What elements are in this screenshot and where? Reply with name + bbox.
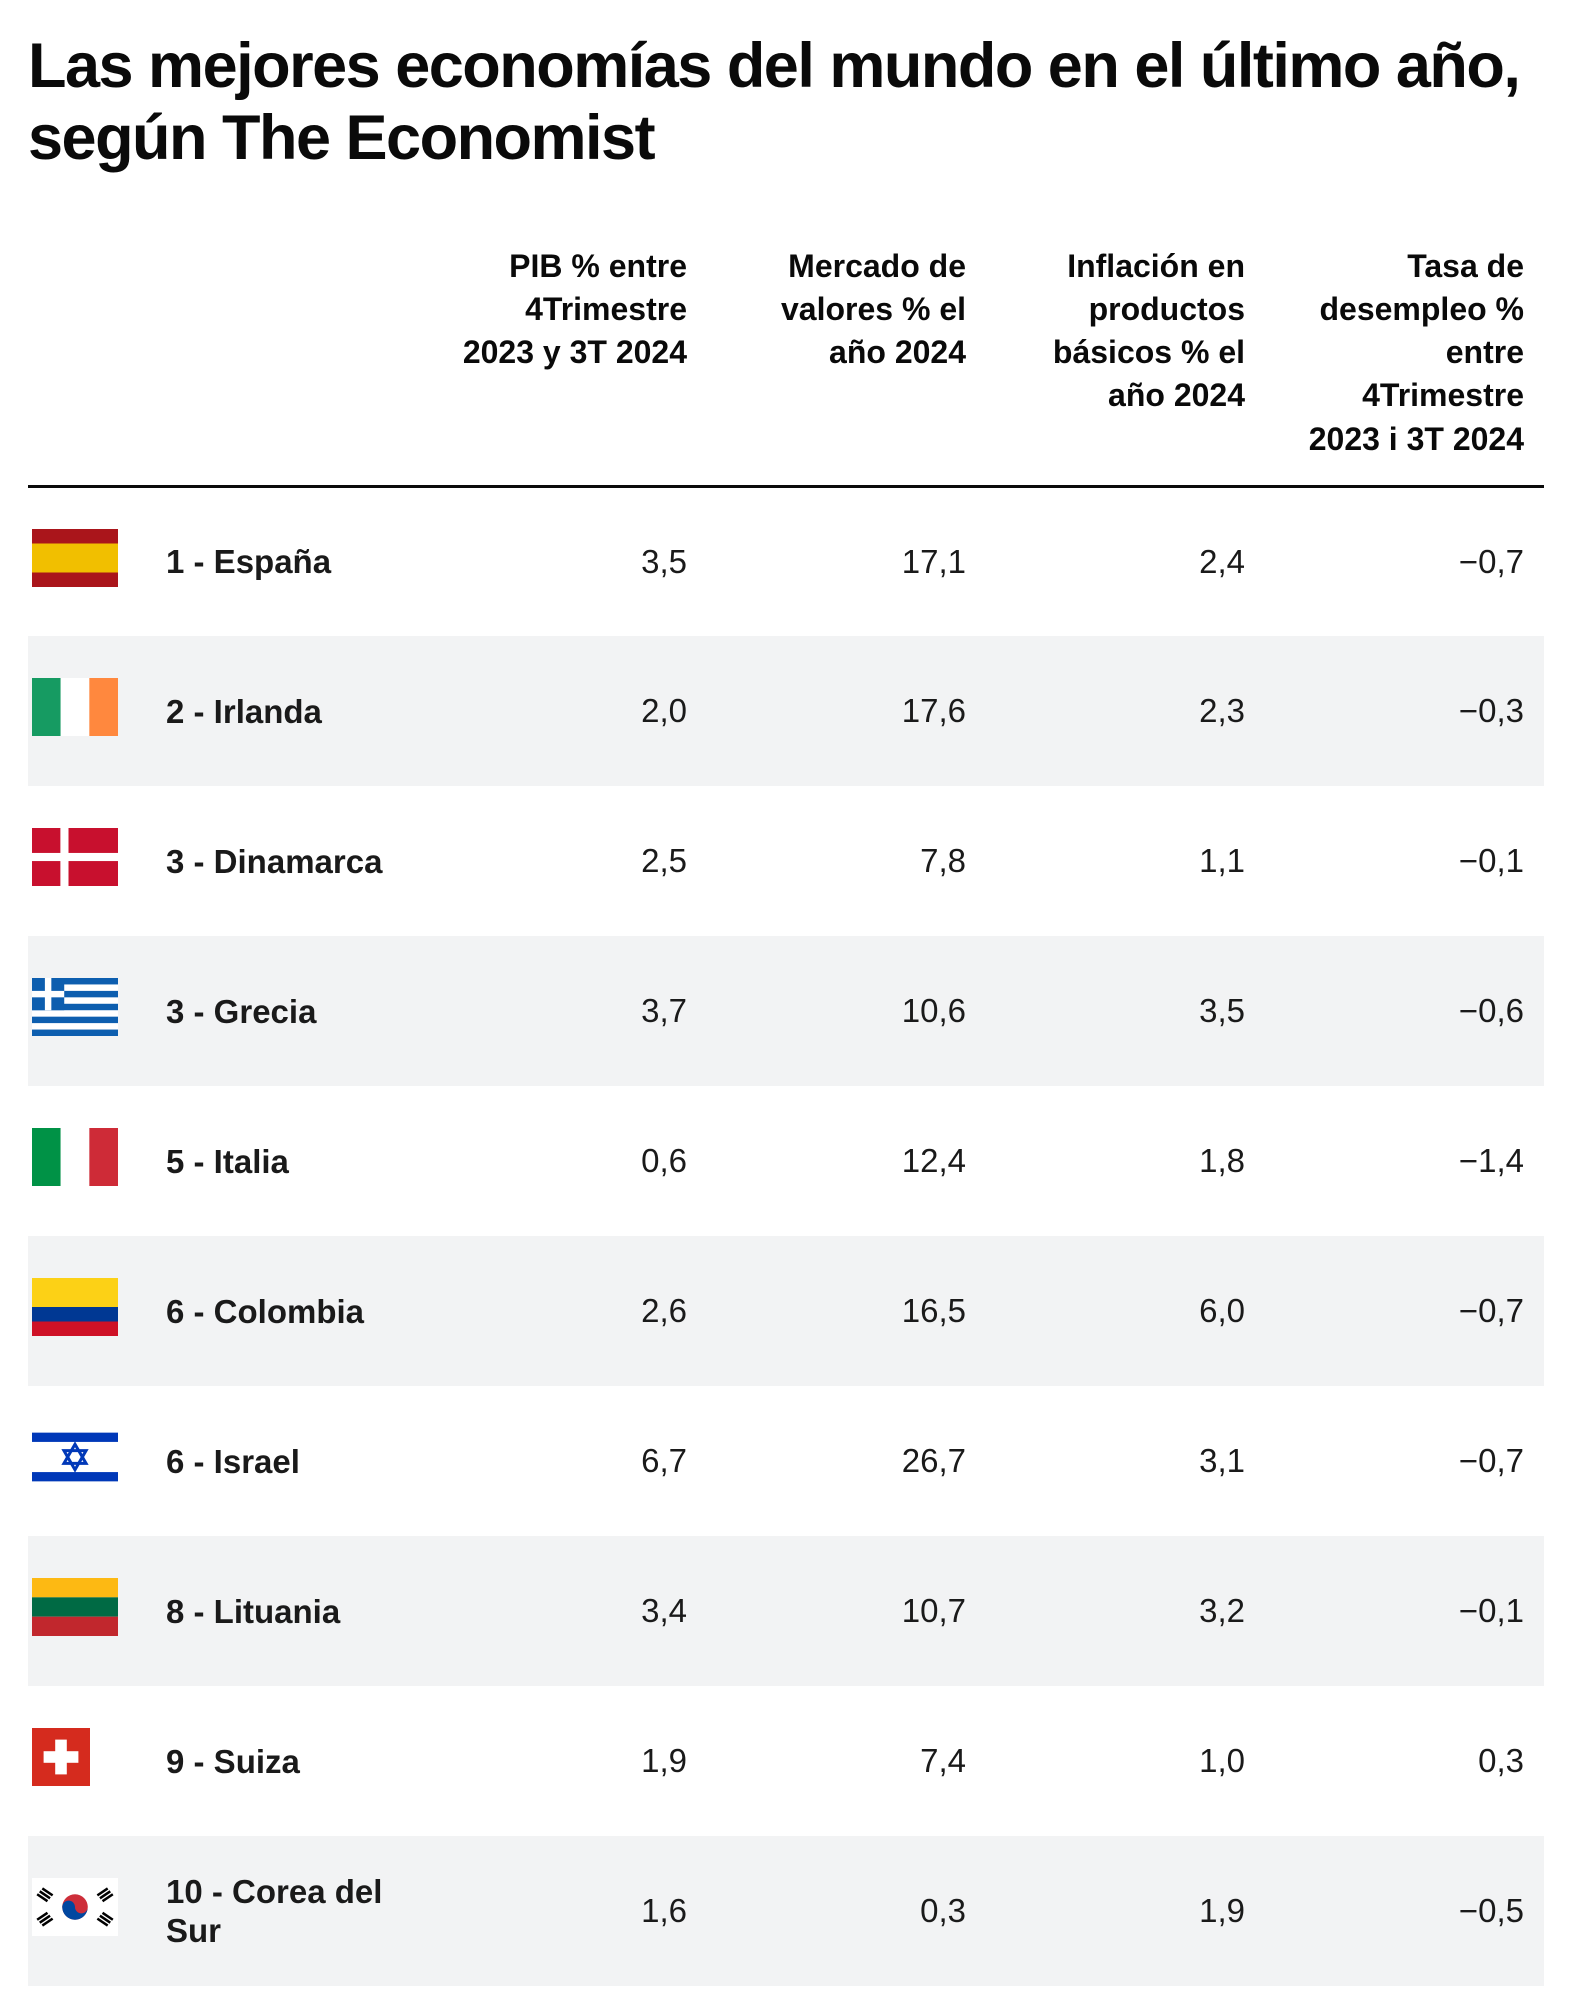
table-row: 9 - Suiza1,97,41,00,3: [28, 1686, 1544, 1836]
page-title: Las mejores economías del mundo en el úl…: [28, 30, 1544, 175]
col-header-mercado: Mercado de valores % el año 2024: [707, 245, 986, 486]
data-cell: 2,6: [428, 1236, 707, 1386]
flag-ie-icon: [28, 636, 148, 786]
data-cell: −1,4: [1265, 1086, 1544, 1236]
data-cell: 16,5: [707, 1236, 986, 1386]
data-cell: 2,0: [428, 636, 707, 786]
country-label: 10 - Corea del Sur: [148, 1836, 428, 1986]
col-header-inflacion: Inflación en productos básicos % el año …: [986, 245, 1265, 486]
flag-dk-icon: [28, 786, 148, 936]
table-row: 6 - Colombia2,616,56,0−0,7: [28, 1236, 1544, 1386]
data-cell: 12,4: [707, 1086, 986, 1236]
data-cell: 1,9: [986, 1836, 1265, 1986]
data-cell: −0,6: [1265, 936, 1544, 1086]
data-cell: 1,0: [986, 1686, 1265, 1836]
flag-es-icon: [28, 486, 148, 636]
flag-kr-icon: [28, 1836, 148, 1986]
economies-table: PIB % entre 4Trimestre 2023 y 3T 2024 Me…: [28, 245, 1544, 1986]
country-label: 5 - Italia: [148, 1086, 428, 1236]
table-row: 6 - Israel6,726,73,1−0,7: [28, 1386, 1544, 1536]
country-label: 6 - Israel: [148, 1386, 428, 1536]
data-cell: 10,6: [707, 936, 986, 1086]
country-label: 6 - Colombia: [148, 1236, 428, 1386]
country-label: 9 - Suiza: [148, 1686, 428, 1836]
data-cell: 26,7: [707, 1386, 986, 1536]
country-label: 1 - España: [148, 486, 428, 636]
data-cell: 10,7: [707, 1536, 986, 1686]
data-cell: 3,1: [986, 1386, 1265, 1536]
data-cell: 6,0: [986, 1236, 1265, 1386]
country-label: 3 - Dinamarca: [148, 786, 428, 936]
table-header-row: PIB % entre 4Trimestre 2023 y 3T 2024 Me…: [28, 245, 1544, 486]
table-row: 5 - Italia0,612,41,8−1,4: [28, 1086, 1544, 1236]
data-cell: 3,7: [428, 936, 707, 1086]
flag-it-icon: [28, 1086, 148, 1236]
data-cell: 3,4: [428, 1536, 707, 1686]
data-cell: −0,7: [1265, 486, 1544, 636]
table-row: 1 - España3,517,12,4−0,7: [28, 486, 1544, 636]
flag-co-icon: [28, 1236, 148, 1386]
data-cell: 3,5: [986, 936, 1265, 1086]
data-cell: −0,5: [1265, 1836, 1544, 1986]
country-label: 8 - Lituania: [148, 1536, 428, 1686]
table-row: 8 - Lituania3,410,73,2−0,1: [28, 1536, 1544, 1686]
data-cell: −0,7: [1265, 1236, 1544, 1386]
country-label: 3 - Grecia: [148, 936, 428, 1086]
data-cell: 17,6: [707, 636, 986, 786]
data-cell: 6,7: [428, 1386, 707, 1536]
data-cell: 0,3: [1265, 1686, 1544, 1836]
data-cell: 1,1: [986, 786, 1265, 936]
flag-il-icon: [28, 1386, 148, 1536]
table-row: 3 - Dinamarca2,57,81,1−0,1: [28, 786, 1544, 936]
flag-gr-icon: [28, 936, 148, 1086]
data-cell: 1,9: [428, 1686, 707, 1836]
flag-lt-icon: [28, 1536, 148, 1686]
data-cell: 0,3: [707, 1836, 986, 1986]
data-cell: 7,8: [707, 786, 986, 936]
data-cell: −0,1: [1265, 1536, 1544, 1686]
country-label: 2 - Irlanda: [148, 636, 428, 786]
data-cell: −0,1: [1265, 786, 1544, 936]
data-cell: 1,6: [428, 1836, 707, 1986]
data-cell: 7,4: [707, 1686, 986, 1836]
data-cell: 2,3: [986, 636, 1265, 786]
data-cell: 17,1: [707, 486, 986, 636]
data-cell: −0,3: [1265, 636, 1544, 786]
data-cell: −0,7: [1265, 1386, 1544, 1536]
data-cell: 0,6: [428, 1086, 707, 1236]
table-row: 2 - Irlanda2,017,62,3−0,3: [28, 636, 1544, 786]
table-row: 10 - Corea del Sur1,60,31,9−0,5: [28, 1836, 1544, 1986]
flag-ch-icon: [28, 1686, 148, 1836]
data-cell: 1,8: [986, 1086, 1265, 1236]
data-cell: 2,4: [986, 486, 1265, 636]
data-cell: 2,5: [428, 786, 707, 936]
col-header-desempleo: Tasa de desempleo % entre 4Trimestre 202…: [1265, 245, 1544, 486]
data-cell: 3,5: [428, 486, 707, 636]
data-cell: 3,2: [986, 1536, 1265, 1686]
col-header-pib: PIB % entre 4Trimestre 2023 y 3T 2024: [428, 245, 707, 486]
table-row: 3 - Grecia3,710,63,5−0,6: [28, 936, 1544, 1086]
